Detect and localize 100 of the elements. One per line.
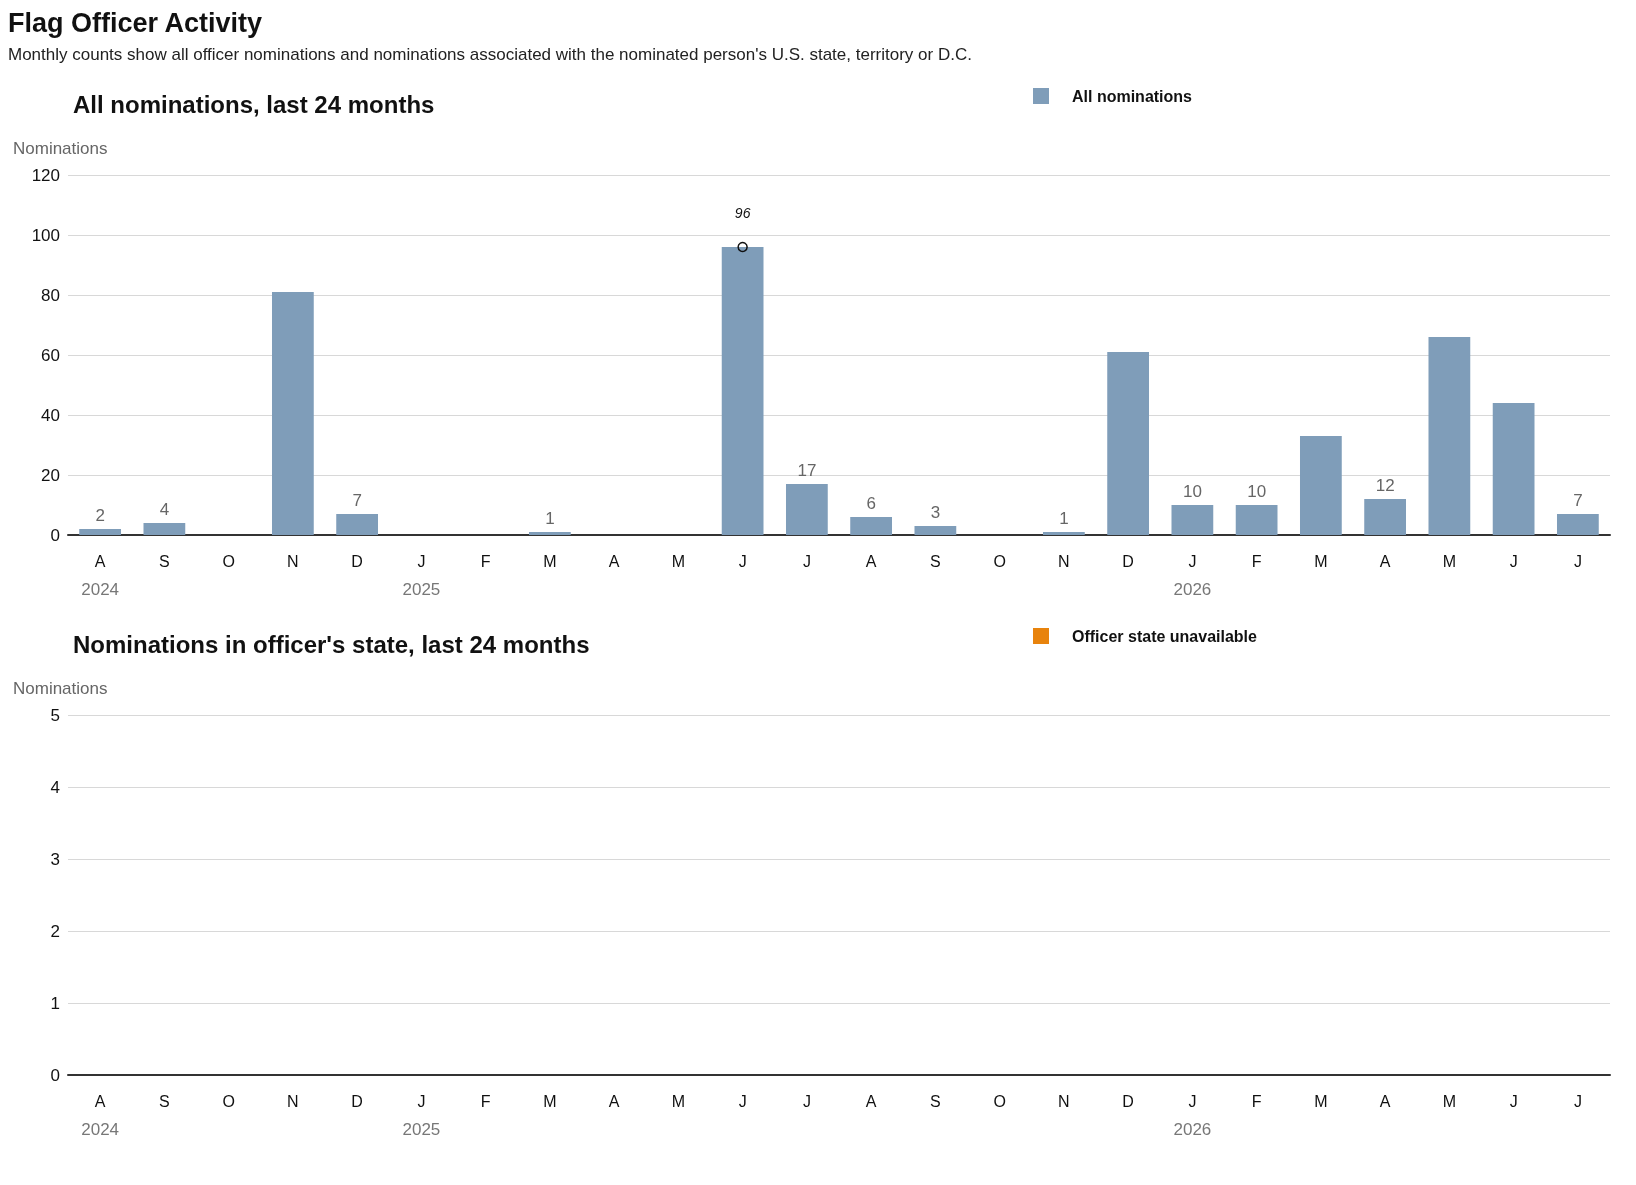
x-tick-label: O: [993, 1092, 1006, 1110]
bar: [1235, 505, 1278, 535]
x-tick-label: J 2026: [1173, 552, 1212, 599]
y-tick-label: 4: [50, 777, 60, 797]
x-tick-label: J 2025: [402, 552, 441, 599]
bar: [271, 292, 314, 535]
data-label: 3: [930, 503, 941, 522]
x-tick-label: O: [222, 1092, 235, 1110]
x-tick-label: F: [480, 552, 491, 570]
y-tick-label: 2: [50, 921, 60, 941]
bar: [850, 517, 893, 535]
x-tick-label: F: [1251, 552, 1262, 570]
data-label: 7: [352, 491, 362, 510]
legend-label: Officer state unavailable: [1072, 627, 1258, 645]
x-tick-label: M: [1314, 552, 1328, 570]
bar: [1364, 499, 1407, 535]
data-label: 7: [1573, 491, 1583, 510]
y-tick-label: 1: [50, 993, 60, 1013]
x-tick-label: S: [159, 1092, 170, 1110]
chart-title: All nominations, last 24 months: [73, 90, 435, 118]
x-tick-label: A: [865, 552, 877, 570]
bar: [785, 484, 828, 535]
chart-title: Nominations in officer's state, last 24 months: [73, 630, 590, 658]
bar: [914, 526, 957, 535]
data-label: 17: [797, 461, 817, 480]
x-tick-label: S: [159, 552, 170, 570]
x-tick-label: S: [930, 552, 941, 570]
text: Monthly counts show all officer nominations and nominations associated with the nominated person's U.S. state, territory or D.C.: [8, 45, 973, 65]
bar: [1107, 352, 1150, 535]
data-label: 10: [1247, 482, 1267, 501]
data-label: 4: [159, 500, 170, 519]
x-tick-label: N: [287, 1092, 299, 1110]
y-tick-label: 60: [41, 345, 60, 365]
x-tick-label: J: [802, 552, 811, 570]
x-tick-label: J: [1509, 1092, 1518, 1110]
x-tick-label: J: [738, 552, 747, 570]
y-tick-label: 80: [41, 285, 60, 305]
x-tick-label: A: [1379, 552, 1391, 570]
y-tick-label: 20: [41, 465, 60, 485]
x-tick-label: A 2024: [81, 552, 120, 599]
x-tick-label: A: [1379, 1092, 1391, 1110]
bar: [336, 514, 379, 535]
bar: [1556, 514, 1599, 535]
x-tick-label: F: [1251, 1092, 1262, 1110]
y-tick-label: 120: [31, 165, 60, 185]
bar: [1042, 532, 1085, 535]
x-tick-label: M: [671, 552, 686, 570]
y-tick-label: 40: [41, 405, 60, 425]
x-tick-label: J 2026: [1173, 1092, 1212, 1139]
y-tick-label: 3: [50, 849, 60, 869]
x-tick-label: A: [608, 1092, 620, 1110]
x-tick-label: O: [222, 552, 235, 570]
x-tick-label: A: [608, 552, 620, 570]
text: Flag Officer Activity: [8, 8, 264, 39]
data-label: 2: [95, 506, 105, 525]
x-tick-label: S: [930, 1092, 941, 1110]
x-tick-label: N: [287, 552, 299, 570]
bar: [1171, 505, 1214, 535]
x-tick-label: D: [351, 1092, 363, 1110]
y-tick-label: 100: [31, 225, 60, 245]
x-tick-label: N: [1058, 1092, 1070, 1110]
y-tick-label: 0: [50, 525, 60, 545]
x-tick-label: J: [738, 1092, 747, 1110]
bar: [79, 529, 122, 535]
annotation: 96: [734, 204, 751, 221]
x-tick-label: A: [865, 1092, 877, 1110]
x-tick-label: O: [993, 552, 1006, 570]
x-tick-label: N: [1058, 552, 1070, 570]
y-axis-title: Nominations: [13, 679, 108, 698]
y-tick-label: 0: [50, 1065, 60, 1085]
x-tick-label: J: [1509, 552, 1518, 570]
x-tick-label: J: [1573, 1092, 1582, 1110]
x-tick-label: J 2025: [402, 1092, 441, 1139]
y-axis-title: Nominations: [13, 139, 108, 158]
x-tick-label: J: [1573, 552, 1582, 570]
bar: [1299, 436, 1342, 535]
bar: [143, 523, 186, 535]
x-tick-label: M: [543, 552, 557, 570]
x-tick-label: F: [480, 1092, 491, 1110]
legend-label: All nominations: [1072, 87, 1193, 105]
data-label: 1: [1059, 509, 1069, 528]
x-tick-label: D: [351, 552, 363, 570]
data-label: 10: [1182, 482, 1202, 501]
x-tick-label: M: [543, 1092, 557, 1110]
x-tick-label: A 2024: [81, 1092, 120, 1139]
y-tick-label: 5: [50, 705, 60, 725]
bar: [1428, 337, 1471, 535]
x-tick-label: M: [671, 1092, 686, 1110]
data-label: 12: [1375, 476, 1395, 495]
x-tick-label: M: [1442, 552, 1457, 570]
x-tick-label: D: [1122, 1092, 1134, 1110]
x-tick-label: D: [1122, 552, 1134, 570]
x-tick-label: J: [802, 1092, 811, 1110]
data-label: 6: [866, 494, 876, 513]
bar: [1492, 403, 1535, 535]
data-label: 1: [545, 509, 555, 528]
bar: [528, 532, 571, 535]
x-tick-label: M: [1314, 1092, 1328, 1110]
x-tick-label: M: [1442, 1092, 1457, 1110]
bar: [721, 247, 764, 535]
